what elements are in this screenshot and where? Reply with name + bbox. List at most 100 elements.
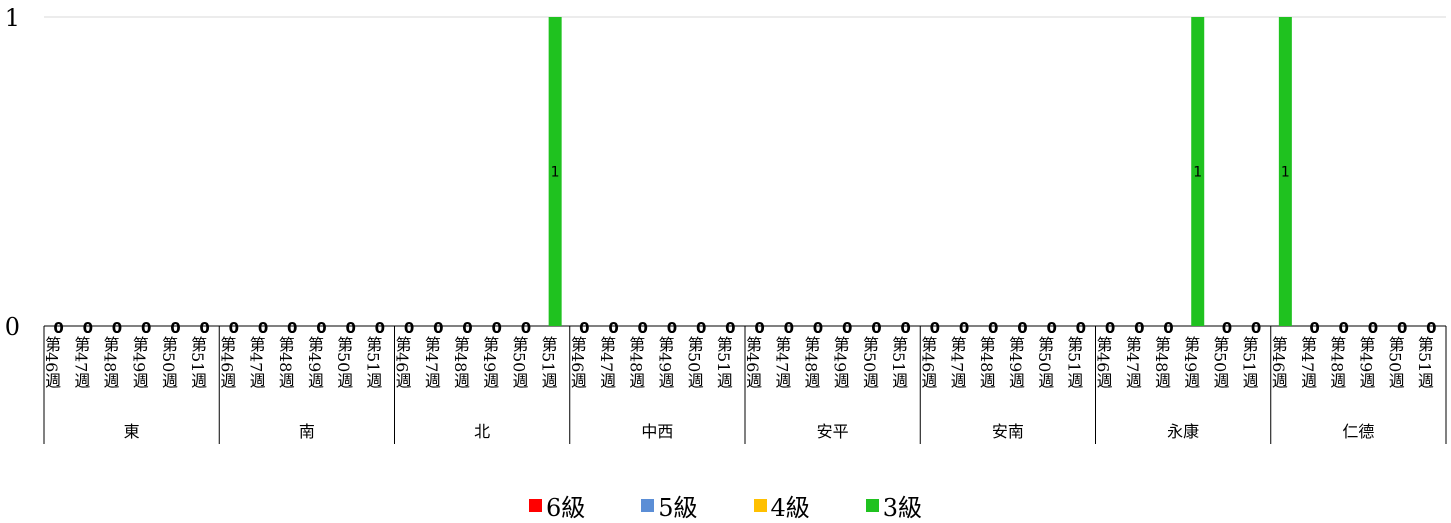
week-tick-label: 第47週 [1298, 336, 1317, 388]
bar-3級 [548, 17, 562, 326]
bar-3級 [1278, 17, 1292, 326]
data-label: 0 [199, 319, 209, 337]
data-label: 0 [141, 319, 151, 337]
week-tick-label: 第46週 [1094, 336, 1113, 388]
legend: 6級 5級 4級 3級 [0, 488, 1451, 523]
data-label: 0 [1076, 319, 1086, 337]
data-label: 0 [1309, 319, 1319, 337]
week-tick-label: 第47週 [597, 336, 616, 388]
data-label: 0 [433, 319, 443, 337]
data-label: 0 [784, 319, 794, 337]
data-label: 0 [1163, 319, 1173, 337]
data-label: 0 [959, 319, 969, 337]
data-label: 0 [638, 319, 648, 337]
week-tick-label: 第51週 [714, 336, 733, 388]
week-tick-label: 第50週 [1210, 336, 1229, 388]
legend-item: 4級 [753, 488, 810, 523]
data-label: 0 [930, 319, 940, 337]
chart: 0 0 0 0 0 0 0 0 0 0 0 0 0 0 0 0 0 1 0 0 0 0 0 0 0 0 0 0 0 0 0 0 0 0 0 0 0 0 0 1… [5, 4, 1447, 444]
week-tick-label: 第48週 [276, 336, 295, 388]
data-label: 0 [1134, 319, 1144, 337]
week-tick-label: 第50週 [1035, 336, 1054, 388]
legend-label: 6級 [545, 493, 586, 522]
data-label: 0 [813, 319, 823, 337]
week-tick-label: 第48週 [451, 336, 470, 388]
data-label: 0 [375, 319, 385, 337]
week-tick-label: 第49週 [130, 336, 149, 388]
legend-swatch [865, 498, 879, 512]
bars [548, 17, 1292, 326]
week-tick-label: 第48週 [1152, 336, 1171, 388]
axes [43, 325, 1447, 444]
bar-3級 [1191, 17, 1205, 326]
data-label: 0 [754, 319, 764, 337]
data-label: 0 [521, 319, 531, 337]
week-tick-label: 第46週 [743, 336, 762, 388]
data-label: 0 [1251, 319, 1261, 337]
data-label: 0 [258, 319, 268, 337]
week-tick-label: 第50週 [860, 336, 879, 388]
legend-swatch [753, 498, 767, 512]
data-label: 0 [871, 319, 881, 337]
data-label: 0 [900, 319, 910, 337]
data-label: 0 [1368, 319, 1378, 337]
data-label: 0 [579, 319, 589, 337]
week-tick-label: 第51週 [1240, 336, 1259, 388]
legend-label: 4級 [770, 493, 810, 522]
week-tick-label: 第51週 [539, 336, 558, 388]
district-label: 安平 [817, 422, 849, 441]
week-tick-label: 第48週 [802, 336, 821, 388]
data-label: 1 [1281, 165, 1290, 181]
data-label: 1 [1193, 165, 1202, 181]
data-label: 0 [170, 319, 180, 337]
legend-swatch [641, 498, 655, 512]
district-label: 北 [474, 422, 490, 441]
week-tick-label: 第50週 [159, 336, 178, 388]
week-tick-label: 第48週 [101, 336, 120, 388]
data-label: 0 [988, 319, 998, 337]
week-tick-label: 第46週 [568, 336, 587, 388]
data-label: 0 [83, 319, 93, 337]
data-label: 0 [608, 319, 618, 337]
data-label: 0 [1397, 319, 1407, 337]
district-label: 仁德 [1342, 422, 1374, 441]
data-label: 0 [696, 319, 706, 337]
week-tick-label: 第48週 [977, 336, 996, 388]
data-label: 0 [1017, 319, 1027, 337]
week-tick-label: 第47週 [1123, 336, 1142, 388]
week-tick-label: 第51週 [1064, 336, 1083, 388]
district-label: 東 [124, 422, 140, 441]
week-tick-label: 第50週 [334, 336, 353, 388]
data-labels: 0 0 0 0 0 0 0 0 0 0 0 0 0 0 0 0 0 1 0 0 0 0 0 0 0 0 0 0 0 0 0 0 0 0 0 0 0 0 0 1… [53, 165, 1436, 338]
data-label: 0 [229, 319, 239, 337]
week-tick-label: 第50週 [1386, 336, 1405, 388]
legend-label: 5級 [658, 493, 698, 522]
week-tick-label: 第47週 [948, 336, 967, 388]
week-tick-label: 第49週 [831, 336, 850, 388]
week-tick-label: 第47週 [71, 336, 90, 388]
legend-item: 5級 [641, 488, 698, 523]
week-tick-label: 第47週 [772, 336, 791, 388]
legend-label: 3級 [882, 493, 923, 522]
y-tick-label: 1 [5, 4, 20, 32]
data-label: 0 [404, 319, 414, 337]
week-tick-label: 第47週 [247, 336, 266, 388]
district-label: 中西 [641, 422, 673, 441]
data-label: 0 [842, 319, 852, 337]
data-label: 0 [667, 319, 677, 337]
week-tick-label: 第49週 [1356, 336, 1375, 388]
y-tick-label: 0 [5, 313, 20, 341]
data-label: 0 [112, 319, 122, 337]
week-tick-label: 第46週 [1269, 336, 1288, 388]
week-tick-label: 第48週 [626, 336, 645, 388]
week-tick-label: 第46週 [42, 336, 61, 388]
data-label: 0 [316, 319, 326, 337]
week-tick-label: 第46週 [918, 336, 937, 388]
week-tick-label: 第49週 [655, 336, 674, 388]
district-label: 永康 [1167, 422, 1199, 441]
week-tick-label: 第49週 [1006, 336, 1025, 388]
week-tick-label: 第49週 [305, 336, 324, 388]
data-label: 0 [287, 319, 297, 337]
week-tick-label: 第51週 [1415, 336, 1434, 388]
